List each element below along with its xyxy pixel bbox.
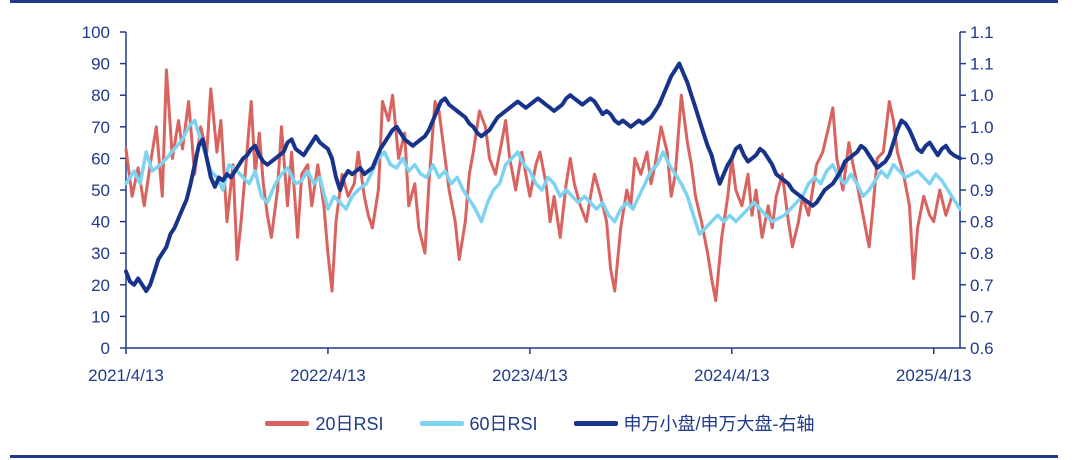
series-layer (124, 61, 962, 303)
right-y-tick-label: 0.8 (970, 213, 994, 232)
right-y-tick-label: 0.7 (970, 307, 994, 326)
left-y-tick-label: 0 (101, 339, 110, 358)
right-y-tick-label: 0.6 (970, 339, 994, 358)
bottom-rule (10, 455, 1058, 458)
legend-swatch-ratio (573, 420, 618, 426)
left-y-tick-label: 30 (91, 244, 110, 263)
right-y-tick-label: 0.9 (970, 149, 994, 168)
left-y-tick-label: 100 (82, 23, 110, 42)
right-y-tick-label: 0.8 (970, 244, 994, 263)
left-y-tick-label: 50 (91, 181, 110, 200)
legend-item-rsi20: 20日RSI (265, 410, 384, 436)
chart-legend: 20日RSI 60日RSI 申万小盘/申万大盘-右轴 (0, 408, 1080, 438)
top-rule (10, 0, 1058, 3)
x-tick-label: 2021/4/13 (88, 366, 164, 385)
left-y-tick-label: 70 (91, 118, 110, 137)
rsi-line-chart: 10090807060504030201001.11.11.01.00.90.9… (82, 23, 994, 385)
right-y-tick-label: 0.9 (970, 181, 994, 200)
series-line-rsi20 (124, 68, 962, 303)
legend-label-rsi60: 60日RSI (469, 414, 538, 434)
legend-swatch-rsi60 (419, 420, 464, 426)
series-line-rsi60 (124, 118, 962, 236)
right-y-tick-label: 1.0 (970, 86, 994, 105)
legend-item-ratio: 申万小盘/申万大盘-右轴 (573, 410, 815, 436)
left-y-tick-label: 20 (91, 276, 110, 295)
legend-item-rsi60: 60日RSI (419, 410, 538, 436)
left-y-tick-label: 90 (91, 55, 110, 74)
right-y-tick-label: 0.7 (970, 276, 994, 295)
right-y-tick-label: 1.1 (970, 23, 994, 42)
right-y-tick-label: 1.0 (970, 118, 994, 137)
x-tick-label: 2023/4/13 (492, 366, 568, 385)
left-y-tick-label: 10 (91, 307, 110, 326)
x-tick-label: 2024/4/13 (694, 366, 770, 385)
left-y-tick-label: 40 (91, 213, 110, 232)
legend-label-rsi20: 20日RSI (315, 414, 384, 434)
left-y-tick-label: 80 (91, 86, 110, 105)
right-y-tick-label: 1.1 (970, 55, 994, 74)
x-tick-label: 2022/4/13 (290, 366, 366, 385)
legend-label-ratio: 申万小盘/申万大盘-右轴 (623, 414, 815, 434)
x-tick-label: 2025/4/13 (896, 366, 972, 385)
series-line-ratio (124, 61, 962, 294)
legend-swatch-rsi20 (265, 420, 310, 426)
axes-layer: 10090807060504030201001.11.11.01.00.90.9… (82, 23, 994, 385)
left-y-tick-label: 60 (91, 149, 110, 168)
